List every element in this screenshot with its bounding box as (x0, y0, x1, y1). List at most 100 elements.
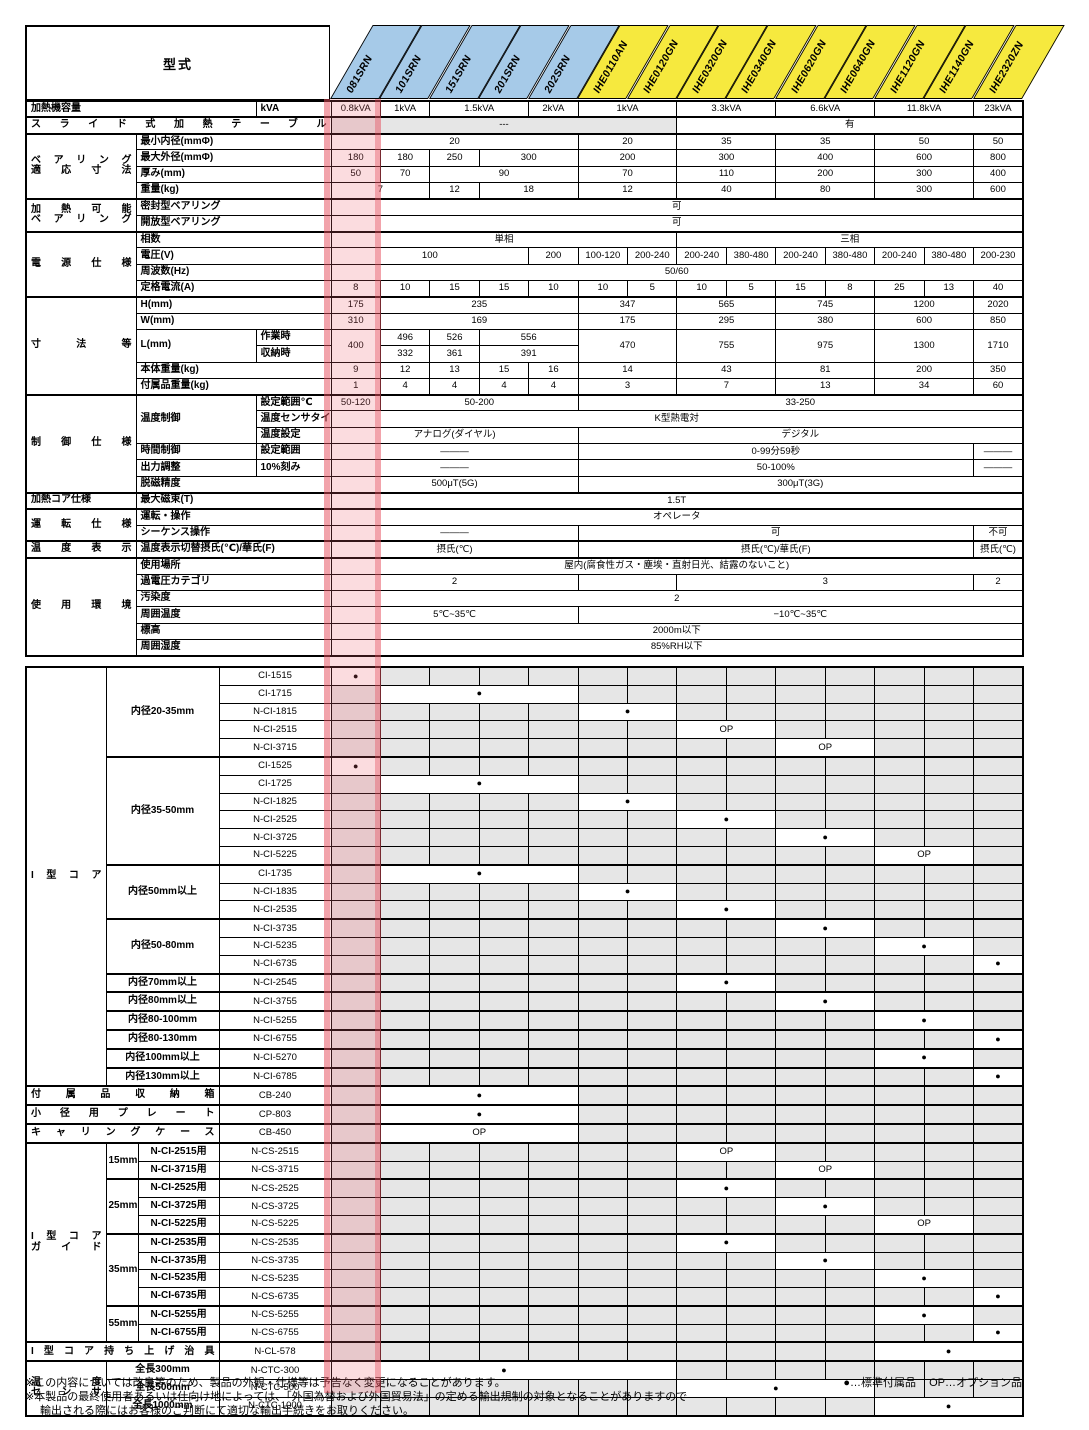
spec-value: 11.8kVA (874, 99, 975, 118)
empty-cell (478, 1341, 530, 1362)
row-label: 周波数(Hz) (135, 263, 332, 281)
empty-cell (330, 1178, 381, 1199)
spec-value: 9 (330, 361, 381, 379)
empty-cell (577, 755, 629, 776)
empty-cell (676, 954, 727, 975)
empty-cell (676, 755, 727, 776)
row-label: N-CI-3755 (218, 991, 332, 1012)
empty-cell (627, 1197, 678, 1216)
empty-cell (429, 954, 480, 975)
spec-value: 35 (775, 132, 876, 151)
spec-value: 300 (874, 165, 975, 184)
empty-cell (330, 1214, 381, 1235)
row-label: N-CS-5255 (218, 1304, 332, 1325)
empty-cell (429, 1066, 480, 1087)
spec-value: 2000m以下 (330, 622, 1024, 640)
table-row: 内径80mm以上 N-CI-3755 ● (26, 991, 1024, 1012)
spec-value: ――― (330, 459, 579, 477)
standard-mark: ● (330, 755, 381, 776)
spec-value: 50 (973, 132, 1024, 151)
empty-cell (379, 918, 431, 938)
empty-cell (379, 1251, 431, 1271)
empty-cell (923, 828, 975, 847)
empty-cell (725, 863, 777, 884)
empty-cell (330, 845, 381, 866)
row-label: 本体重量(kg) (135, 361, 332, 379)
empty-cell (330, 918, 381, 938)
empty-cell (874, 1251, 925, 1271)
row-label: I型コア持ち上げ治具 (25, 1341, 220, 1362)
empty-cell (478, 1010, 530, 1031)
spec-value: 10 (528, 279, 579, 298)
standard-mark: ● (874, 1010, 974, 1031)
empty-cell (627, 1178, 678, 1199)
empty-cell (874, 828, 925, 847)
empty-cell (972, 1104, 1024, 1125)
empty-cell (676, 1287, 727, 1307)
empty-cell (874, 863, 925, 884)
row-label: N-CI-1815 (218, 702, 332, 722)
empty-cell (923, 1379, 975, 1398)
empty-cell (972, 1197, 1024, 1216)
spec-value: 3.3kVA (676, 99, 777, 118)
spec-value: 200 (874, 361, 975, 379)
empty-cell (429, 1304, 480, 1325)
table-row: 加熱コア仕様 最大磁束(T) 1.5T (25, 491, 1024, 510)
spec-value: 34 (874, 377, 975, 396)
spec-value: 350 (973, 361, 1024, 379)
spec-value: 25 (874, 279, 925, 298)
empty-cell (972, 863, 1024, 884)
empty-cell (528, 1160, 579, 1180)
empty-cell (528, 702, 579, 722)
empty-cell (676, 1197, 727, 1216)
empty-cell (824, 1341, 876, 1362)
empty-cell (923, 738, 975, 758)
table-row: 全長1000mm N-CTC-1000 ● (26, 1396, 1024, 1417)
standard-mark: ● (379, 1085, 579, 1106)
spec-value: 15 (775, 279, 826, 298)
empty-cell (775, 720, 826, 740)
table-row: スライド式加熱テーブル --- 有 (25, 116, 1024, 135)
empty-cell (330, 991, 381, 1012)
empty-cell (330, 1066, 381, 1087)
spec-value: −10℃~35℃ (577, 606, 1024, 624)
table-row: N-CI-6755用 N-CS-6755 ● (26, 1323, 1024, 1343)
row-label: 内径80-130mm (105, 1028, 220, 1050)
table-row: 付属品重量(kg) 1 4 4 4 4 3 7 13 34 60 (26, 377, 1024, 396)
empty-cell (528, 810, 579, 830)
spec-value: 7 (676, 377, 777, 396)
empty-cell (429, 1396, 480, 1417)
empty-cell (725, 1028, 777, 1050)
empty-cell (379, 845, 431, 866)
spec-value: 400 (973, 165, 1024, 184)
empty-cell (775, 863, 826, 884)
model-header-row: 081SRN 101SRN 151SRN 201SRN 202SRN IHE0110AN I… (330, 25, 1089, 100)
row-label: 汚染度 (135, 589, 332, 608)
spec-value: 5℃~35℃ (330, 606, 579, 624)
spec-value: 摂氏(℃) (330, 540, 579, 559)
spec-value: 10 (577, 279, 629, 298)
table-row: 25mm N-CI-2525用 N-CS-2525 ● (26, 1178, 1024, 1235)
empty-cell (528, 1141, 579, 1162)
spec-value: 7 (330, 182, 431, 200)
empty-cell (775, 1396, 826, 1417)
spec-value: 380-480 (824, 247, 876, 265)
row-label: 温度表示切替摂氏(℃)/華氏(F) (135, 540, 332, 559)
empty-cell (379, 936, 431, 956)
spec-value: 14 (577, 361, 678, 379)
empty-cell (478, 1269, 530, 1289)
empty-cell (330, 1028, 381, 1050)
spec-value: 1kVA (577, 99, 678, 118)
empty-cell (429, 1323, 480, 1343)
row-label: 収納時 (255, 345, 332, 363)
spec-value: 100-120 (577, 247, 629, 265)
empty-cell (577, 991, 629, 1012)
option-mark: OP (775, 738, 876, 758)
empty-cell (676, 1214, 727, 1235)
row-label: 使用環境 (25, 556, 137, 657)
row-label: 設定範囲 (255, 443, 332, 461)
table-row: 内径130mm以上 N-CI-6785 ● (26, 1066, 1024, 1087)
empty-cell (330, 936, 381, 956)
empty-cell (577, 1396, 629, 1417)
standard-mark: ● (775, 991, 876, 1012)
